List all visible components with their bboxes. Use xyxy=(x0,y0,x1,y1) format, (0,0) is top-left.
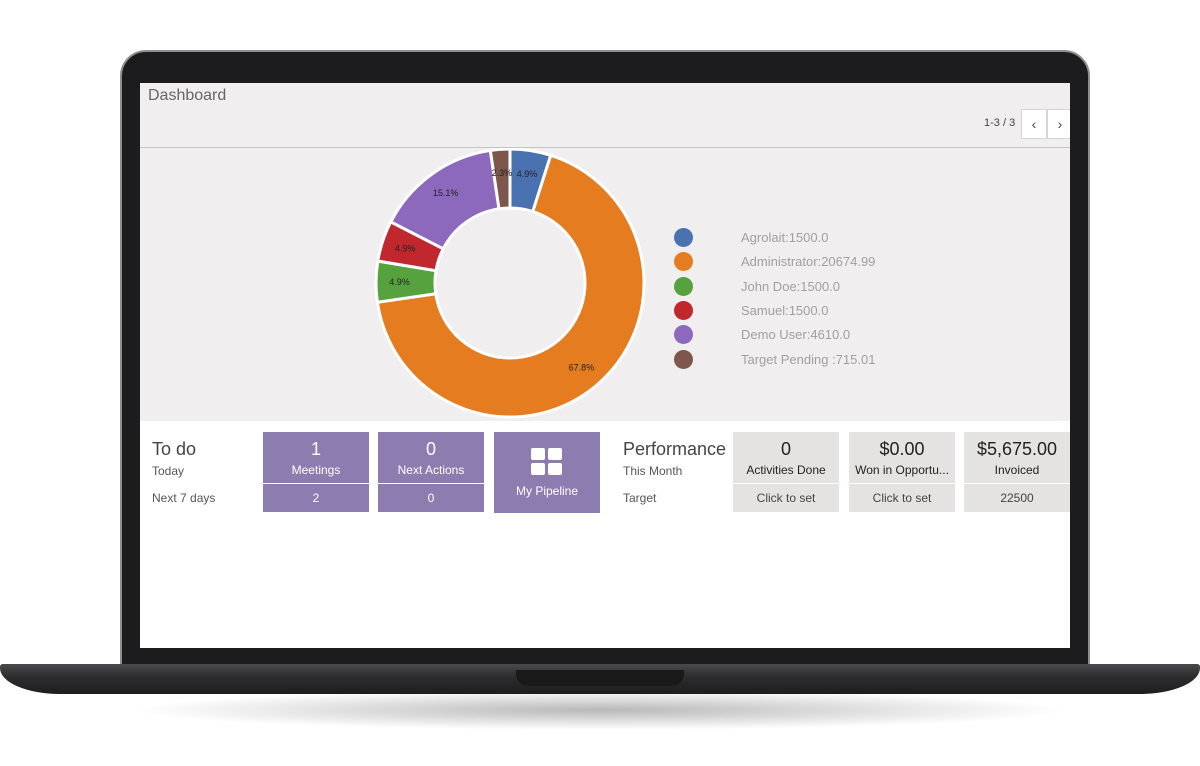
chevron-right-icon: › xyxy=(1057,116,1063,132)
activities-done-value: 0 xyxy=(780,439,791,459)
donut-chart: 4.9% 67.8% 4.9% 4.9% 15.1% 2.3% xyxy=(374,148,646,419)
pager-counter: 1-3 / 3 xyxy=(984,117,1016,129)
my-pipeline-label: My Pipeline xyxy=(515,484,579,498)
legend-dot-icon xyxy=(674,349,693,369)
won-opportunities-value: $0.00 xyxy=(879,439,925,459)
donut-slice-label-3: 4.9% xyxy=(395,243,416,253)
invoiced-top: $5,675.00 Invoiced xyxy=(964,432,1070,484)
todo-today-label: Today xyxy=(152,464,185,478)
next-actions-today[interactable]: 0 Next Actions xyxy=(378,432,484,484)
bottom-panels: To do Today Next 7 days 1 Meetings 2 0 N… xyxy=(140,421,1070,648)
grid-icon xyxy=(531,448,563,476)
meetings-count: 1 xyxy=(310,439,321,459)
dashboard-header: Dashboard 1-3 / 3 ‹ › xyxy=(140,83,1070,149)
performance-month-label: This Month xyxy=(623,464,683,478)
meetings-next7[interactable]: 2 xyxy=(312,491,320,505)
legend-label: Demo User:4610.0 xyxy=(741,327,851,343)
donut-slice-1[interactable] xyxy=(375,153,646,419)
won-opportunities-tile[interactable]: $0.00 Won in Opportu... Click to set xyxy=(849,432,955,512)
my-pipeline-button[interactable]: My Pipeline xyxy=(494,432,600,513)
header-divider xyxy=(140,147,1070,148)
donut-slice-label-2: 4.9% xyxy=(389,277,410,287)
donut-slice-label-4: 15.1% xyxy=(433,188,459,198)
legend-dot-icon xyxy=(674,228,693,247)
invoiced-target[interactable]: 22500 xyxy=(1000,491,1034,505)
next-actions-next7[interactable]: 0 xyxy=(427,491,435,505)
meetings-tile[interactable]: 1 Meetings 2 xyxy=(263,432,369,512)
donut-chart-area: 4.9% 67.8% 4.9% 4.9% 15.1% 2.3% Agrolait:1500… xyxy=(140,148,1070,421)
legend-dot-icon xyxy=(674,276,693,296)
page-title: Dashboard xyxy=(148,87,227,104)
invoiced-value: $5,675.00 xyxy=(976,439,1058,459)
legend-label: Agrolait:1500.0 xyxy=(741,230,829,245)
won-opportunities-label: Won in Opportu... xyxy=(855,463,949,477)
screen: Dashboard 1-3 / 3 ‹ › 4.9% 67.8% 4.9% 4.9% 1… xyxy=(140,83,1070,648)
donut-slice-label-5: 2.3% xyxy=(492,168,513,178)
legend-label: Target Pending :715.01 xyxy=(741,351,876,367)
donut-slice-label-1: 67.8% xyxy=(569,362,595,372)
legend-dot-icon xyxy=(674,300,693,320)
laptop-shadow xyxy=(130,690,1070,730)
activities-done-label: Activities Done xyxy=(746,463,826,477)
todo-title: To do xyxy=(152,439,197,459)
meetings-label: Meetings xyxy=(291,463,341,477)
legend-dot-icon xyxy=(674,252,693,272)
donut-slice-label-0: 4.9% xyxy=(517,169,538,179)
pager-prev-button[interactable]: ‹ xyxy=(1021,109,1047,139)
legend-label: John Doe:1500.0 xyxy=(741,278,841,294)
legend-dot-icon xyxy=(674,325,693,345)
next-actions-label: Next Actions xyxy=(397,463,465,477)
won-opportunities-top: $0.00 Won in Opportu... xyxy=(849,432,955,484)
won-opportunities-target[interactable]: Click to set xyxy=(872,491,932,505)
chevron-left-icon: ‹ xyxy=(1031,116,1037,132)
donut-slice-5[interactable] xyxy=(488,148,512,211)
performance-title: Performance xyxy=(623,439,727,459)
activities-done-tile[interactable]: 0 Activities Done Click to set xyxy=(733,432,839,512)
next-actions-count: 0 xyxy=(425,439,436,459)
meetings-today[interactable]: 1 Meetings xyxy=(263,432,369,484)
laptop-notch xyxy=(516,670,684,686)
performance-target-label: Target xyxy=(623,491,657,505)
todo-next7-label: Next 7 days xyxy=(152,491,216,505)
pager-next-button[interactable]: › xyxy=(1047,109,1070,139)
activities-done-top: 0 Activities Done xyxy=(733,432,839,484)
legend-label: Samuel:1500.0 xyxy=(741,302,829,318)
next-actions-tile[interactable]: 0 Next Actions 0 xyxy=(378,432,484,512)
activities-done-target[interactable]: Click to set xyxy=(756,491,816,505)
invoiced-label: Invoiced xyxy=(994,463,1040,477)
legend-label: Administrator:20674.99 xyxy=(741,254,876,270)
invoiced-tile[interactable]: $5,675.00 Invoiced 22500 xyxy=(964,432,1070,512)
